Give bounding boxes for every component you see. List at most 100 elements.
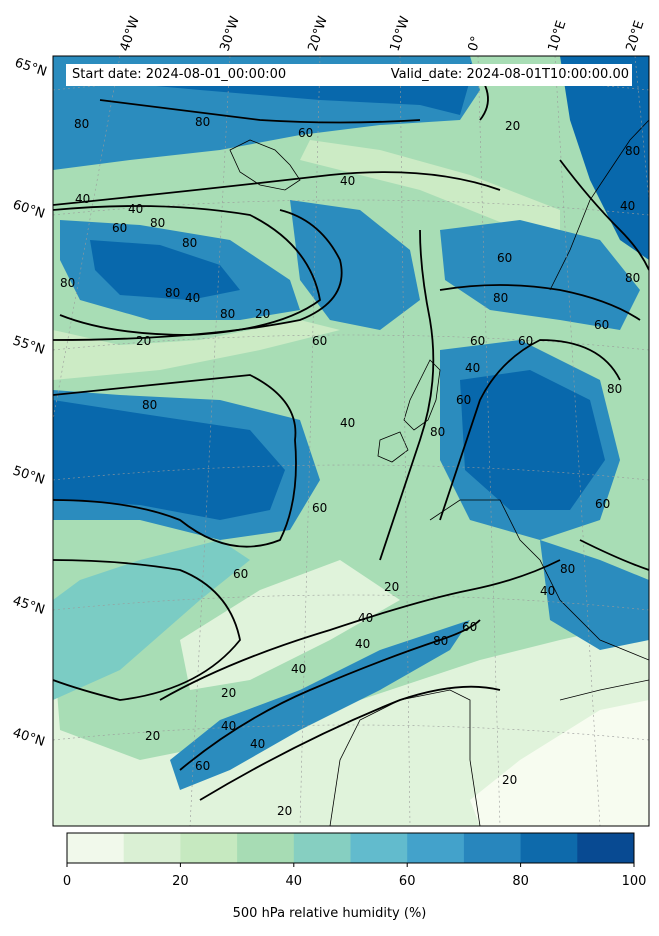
lon-tick-label: 0° xyxy=(466,35,485,54)
contour-lines xyxy=(53,63,649,801)
colorbar-segment xyxy=(577,833,635,863)
contour-label: 80 xyxy=(493,291,508,305)
contour-label: 20 xyxy=(255,307,270,321)
lat-tick-label: 65°N xyxy=(13,56,49,80)
contour-label: 20 xyxy=(384,580,399,594)
colorbar-tick-label: 60 xyxy=(399,874,416,889)
colorbar-segment xyxy=(520,833,578,863)
contour-label: 80 xyxy=(165,286,180,300)
colorbar-segment xyxy=(407,833,465,863)
contour-label: 40 xyxy=(185,291,200,305)
contour-label: 40 xyxy=(250,737,265,751)
lat-tick-label: 55°N xyxy=(11,334,47,358)
contour-label: 60 xyxy=(195,759,210,773)
colorbar-tick-label: 80 xyxy=(512,874,529,889)
humidity-fill-europe-core xyxy=(460,370,605,510)
contour-label: 40 xyxy=(355,637,370,651)
lon-tick-label: 20°E xyxy=(624,19,648,53)
humidity-fill-southeast-moist xyxy=(540,540,649,650)
contour-label: 20 xyxy=(221,686,236,700)
humidity-fill-low-band xyxy=(180,560,400,690)
lat-tick-label: 50°N xyxy=(11,464,47,488)
humidity-fill-central-moist xyxy=(290,200,420,330)
contour-label: 60 xyxy=(470,334,485,348)
contour-label: 80 xyxy=(142,398,157,412)
colorbar-segment xyxy=(67,833,125,863)
contour-label: 40 xyxy=(358,611,373,625)
lon-tick-label: 10°E xyxy=(546,19,570,53)
colorbar-segment xyxy=(293,833,351,863)
colorbar-ticks: 0 20 40 60 80 100 xyxy=(63,863,647,889)
contour-label: 80 xyxy=(433,634,448,648)
colorbar-segment xyxy=(123,833,181,863)
contour-label: 60 xyxy=(112,221,127,235)
contour-label: 80 xyxy=(625,271,640,285)
humidity-fill-dry-streak xyxy=(53,320,340,380)
start-date-label: Start date: 2024-08-01_00:00:00 xyxy=(72,67,287,82)
contour-label: 40 xyxy=(221,719,236,733)
contour-label: 40 xyxy=(465,361,480,375)
colorbar-tick-label: 40 xyxy=(286,874,303,889)
valid-date-label: Valid_date: 2024-08-01T10:00:00.00 xyxy=(390,67,629,82)
contour-label: 60 xyxy=(312,334,327,348)
coastline-iberia xyxy=(329,689,481,826)
contour-label: 60 xyxy=(518,334,533,348)
contour-label: 60 xyxy=(456,393,471,407)
contour-label: 80 xyxy=(60,276,75,290)
humidity-fill-southern-band xyxy=(170,620,470,790)
contour-label: 80 xyxy=(220,307,235,321)
contour-label: 80 xyxy=(195,115,210,129)
date-info-box: Start date: 2024-08-01_00:00:00 Valid_da… xyxy=(66,64,632,86)
colorbar-label: 500 hPa relative humidity (%) xyxy=(232,906,427,921)
contour-label: 40 xyxy=(75,192,90,206)
coastline-britain xyxy=(403,359,441,431)
contour-label: 80 xyxy=(607,382,622,396)
colorbar-segments xyxy=(67,833,635,863)
contour-label: 80 xyxy=(74,117,89,131)
contour-label: 60 xyxy=(298,126,313,140)
coastline-iceland xyxy=(229,139,301,191)
humidity-fill-atlantic-core xyxy=(53,400,285,520)
lon-tick-label: 30°W xyxy=(218,14,243,53)
lat-tick-label: 45°N xyxy=(11,594,47,618)
colorbar: 0 20 40 60 80 100 xyxy=(63,832,647,889)
lon-tick-label: 20°W xyxy=(306,14,331,53)
colorbar-segment xyxy=(237,833,295,863)
humidity-fill-very-low xyxy=(470,700,649,826)
contour-label: 20 xyxy=(145,729,160,743)
lon-tick-label: 10°W xyxy=(388,14,413,53)
contour-label: 20 xyxy=(505,119,520,133)
humidity-fill-dry-north xyxy=(300,140,560,240)
colorbar-frame xyxy=(66,832,635,864)
map-frame xyxy=(52,55,650,827)
contour-labels: 80 80 60 20 40 40 40 80 60 80 80 80 40 8… xyxy=(60,115,640,818)
humidity-fill-northeast-core xyxy=(560,56,649,260)
contour-label: 40 xyxy=(620,199,635,213)
longitude-ticks: 40°W 30°W 20°W 10°W 0° 10°E 20°E xyxy=(118,14,648,53)
coastline-north-africa xyxy=(559,679,649,701)
contour-label: 40 xyxy=(128,202,143,216)
lon-tick-label: 40°W xyxy=(118,14,143,53)
contour-label: 40 xyxy=(291,662,306,676)
colorbar-tick-label: 100 xyxy=(622,874,647,889)
contour-label: 60 xyxy=(233,567,248,581)
contour-label: 80 xyxy=(150,216,165,230)
contour-label: 20 xyxy=(277,804,292,818)
map-panel: 80 80 60 20 40 40 40 80 60 80 80 80 40 8… xyxy=(53,56,649,826)
contour-label: 60 xyxy=(497,251,512,265)
contour-label: 40 xyxy=(340,416,355,430)
contour-label: 80 xyxy=(182,236,197,250)
contour-label: 40 xyxy=(340,174,355,188)
contour-label: 60 xyxy=(595,497,610,511)
humidity-fill-west-gyre-core xyxy=(90,240,240,300)
contour-label: 20 xyxy=(136,334,151,348)
contour-label: 40 xyxy=(540,584,555,598)
lat-tick-label: 40°N xyxy=(11,726,47,750)
colorbar-segment xyxy=(180,833,238,863)
colorbar-segment xyxy=(463,833,522,863)
colorbar-segment xyxy=(350,833,408,863)
contour-label: 20 xyxy=(502,773,517,787)
lat-tick-label: 60°N xyxy=(11,198,47,222)
contour-label: 60 xyxy=(594,318,609,332)
